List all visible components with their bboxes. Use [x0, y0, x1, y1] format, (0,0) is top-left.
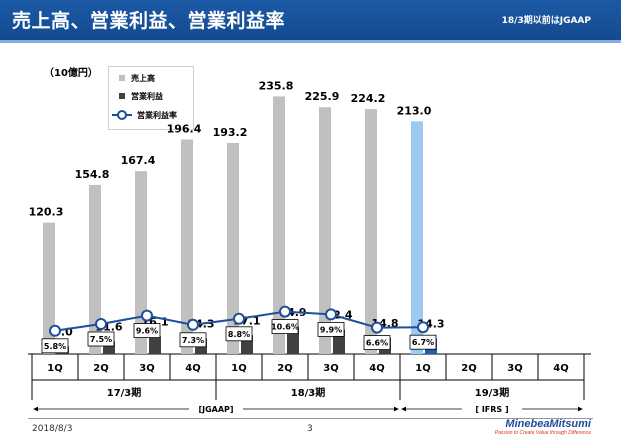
sales-bar	[43, 222, 55, 354]
margin-point	[187, 318, 199, 331]
fiscal-year-label: 18/3期	[291, 386, 326, 399]
quarter-label: 4Q	[553, 363, 568, 374]
op-income-bar	[149, 336, 161, 354]
margin-value-label: 9.9%	[320, 325, 342, 334]
quarter-label: 1Q	[415, 363, 430, 374]
quarter-label: 1Q	[47, 363, 62, 374]
legend-graphic: 売上高 営業利益 営業利益率	[112, 73, 177, 120]
page-title: 売上高、営業利益、営業利益率	[12, 10, 286, 32]
legend-label-op-income: 営業利益	[131, 91, 163, 101]
margin-point	[325, 308, 337, 321]
quarter-label: 3Q	[507, 363, 522, 374]
sales-bar	[227, 142, 239, 354]
legend-marker-margin	[117, 110, 127, 120]
margin-value-label: 10.6%	[271, 323, 299, 332]
sales-income-chart: 120.37.0154.811.6167.416.1196.414.3193.2…	[28, 79, 591, 414]
sales-value-label: 196.4	[167, 122, 202, 135]
footer-date: 2018/8/3	[32, 424, 73, 434]
margin-label-box	[409, 334, 437, 350]
margin-value-label: 8.8%	[228, 330, 250, 339]
sales-bar	[411, 121, 423, 354]
sales-bar	[135, 171, 147, 354]
quarter-label: 2Q	[461, 363, 476, 374]
margin-label-box	[87, 331, 115, 347]
margin-label-box	[179, 332, 207, 348]
sales-bar	[89, 184, 101, 354]
margin-value-label: 9.6%	[136, 327, 158, 336]
fiscal-year-label: 19/3期	[475, 386, 510, 399]
margin-label-box	[133, 323, 161, 339]
sales-bar	[181, 139, 193, 354]
sales-value-label: 225.9	[305, 90, 340, 103]
accounting-standard-label: [ IFRS ]	[475, 405, 508, 414]
sales-bar	[273, 96, 285, 355]
legend: 売上高 営業利益 営業利益率	[108, 66, 194, 130]
logo-tagline: Passion to Create Value through Differen…	[494, 430, 591, 436]
margin-value-label: 6.7%	[412, 338, 434, 347]
legend-swatch-op-income	[119, 93, 125, 99]
sales-bar	[365, 109, 377, 354]
accounting-note: 18/3期以前はJGAAP	[501, 16, 591, 26]
company-logo: MinebeaMitsumi Passion to Create Value t…	[495, 419, 591, 437]
header-divider	[0, 40, 621, 43]
margin-point	[141, 309, 153, 322]
quarter-label: 2Q	[277, 363, 292, 374]
sales-value-label: 120.3	[29, 206, 64, 219]
margin-value-label: 7.3%	[182, 336, 204, 345]
quarter-label: 3Q	[323, 363, 338, 374]
title-bar: 売上高、営業利益、営業利益率 18/3期以前はJGAAP	[0, 0, 621, 40]
fiscal-year-label: 17/3期	[107, 386, 142, 399]
quarter-label: 3Q	[139, 363, 154, 374]
sales-value-label: 213.0	[397, 104, 432, 117]
sales-value-label: 235.8	[259, 79, 294, 92]
quarter-label: 4Q	[185, 363, 200, 374]
margin-label-box	[317, 321, 345, 337]
margin-point	[233, 312, 245, 325]
margin-point	[95, 318, 107, 330]
legend-swatch-sales	[119, 75, 125, 81]
margin-label-box	[225, 326, 253, 342]
footer-divider	[28, 418, 593, 419]
margin-point	[371, 321, 383, 334]
margin-point	[49, 324, 61, 337]
margin-value-label: 5.8%	[44, 342, 66, 351]
margin-label-box	[41, 338, 69, 354]
legend-label-sales: 売上高	[131, 73, 155, 83]
sales-value-label: 224.2	[351, 92, 386, 105]
margin-label-box	[271, 319, 299, 335]
quarter-label: 1Q	[231, 363, 246, 374]
legend-label-margin: 営業利益率	[137, 110, 177, 120]
sales-value-label: 167.4	[121, 154, 156, 167]
quarter-label: 4Q	[369, 363, 384, 374]
margin-point	[279, 305, 291, 318]
sales-value-label: 154.8	[75, 168, 110, 181]
margin-point	[417, 321, 429, 334]
logo-wordmark: MinebeaMitsumi	[505, 418, 591, 430]
margin-label-box	[363, 335, 391, 351]
unit-label: （10億円）	[44, 68, 98, 79]
margin-value-label: 7.5%	[90, 335, 112, 344]
quarter-label: 2Q	[93, 363, 108, 374]
page-number: 3	[307, 424, 313, 434]
sales-bar	[319, 107, 331, 354]
accounting-standard-label: [JGAAP]	[198, 405, 233, 414]
margin-value-label: 6.6%	[366, 339, 388, 348]
sales-value-label: 193.2	[213, 126, 248, 139]
